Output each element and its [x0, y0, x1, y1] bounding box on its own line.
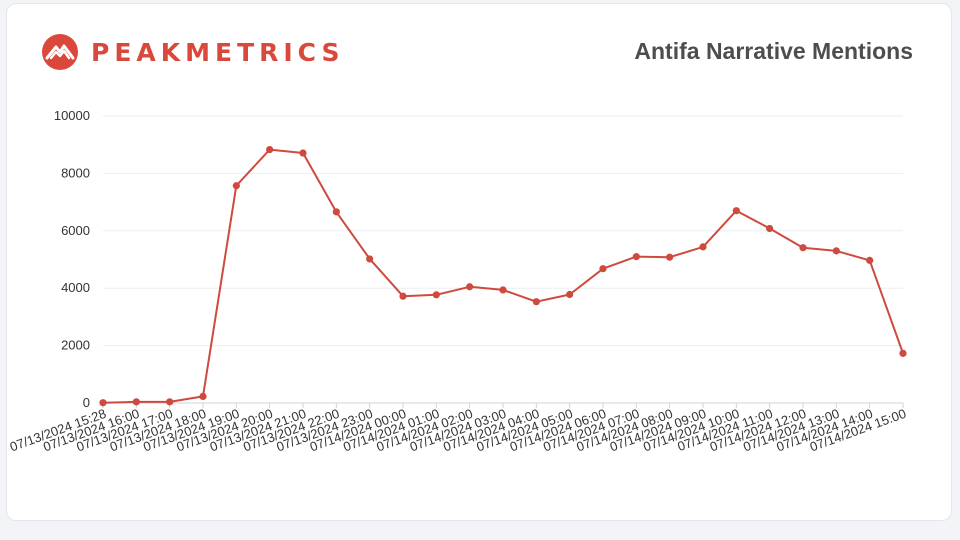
y-tick-label: 10000 — [54, 108, 90, 123]
data-point — [332, 208, 340, 216]
data-point — [599, 265, 607, 273]
brand-logo: PEAKMETRICS — [41, 32, 345, 72]
data-point — [132, 398, 140, 406]
data-point — [899, 349, 907, 357]
data-point — [399, 292, 407, 300]
chart-card: PEAKMETRICS Antifa Narrative Mentions — [6, 3, 952, 521]
y-tick-label: 2000 — [61, 338, 90, 353]
data-point — [166, 398, 174, 406]
data-point — [666, 253, 674, 261]
y-tick-label: 4000 — [61, 280, 90, 295]
data-point — [732, 207, 740, 215]
data-point — [566, 290, 574, 299]
data-point — [499, 286, 507, 294]
mountain-logo-icon — [42, 34, 78, 70]
series-line — [102, 148, 904, 404]
data-point — [632, 253, 640, 261]
brand-name: PEAKMETRICS — [91, 37, 345, 67]
data-point — [232, 182, 240, 190]
data-point — [799, 244, 807, 252]
y-tick-label: 6000 — [61, 223, 90, 238]
data-point — [466, 283, 474, 291]
y-tick-label: 8000 — [61, 165, 90, 180]
data-point — [99, 399, 107, 407]
data-point — [366, 255, 374, 263]
data-point — [766, 224, 774, 233]
chart-title: Antifa Narrative Mentions — [634, 38, 913, 64]
data-point — [832, 247, 840, 255]
data-point — [299, 149, 307, 157]
y-tick-label: 0 — [83, 395, 90, 410]
data-point — [199, 392, 207, 400]
data-point — [432, 291, 440, 299]
data-point — [266, 145, 274, 154]
data-point — [532, 298, 540, 306]
data-point — [866, 256, 874, 264]
data-point — [699, 243, 707, 251]
